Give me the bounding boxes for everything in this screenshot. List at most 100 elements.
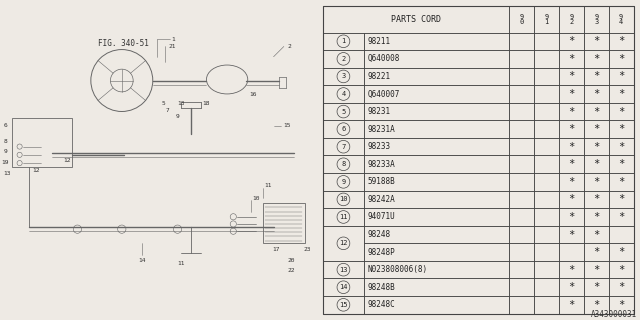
Bar bbox=[584, 156, 609, 173]
Text: 12: 12 bbox=[339, 240, 348, 246]
Bar bbox=[364, 33, 509, 50]
Text: 12: 12 bbox=[63, 157, 71, 163]
Text: Q640008: Q640008 bbox=[367, 54, 400, 63]
Text: 13: 13 bbox=[3, 171, 11, 176]
Text: Q640007: Q640007 bbox=[367, 90, 400, 99]
Bar bbox=[263, 203, 305, 243]
Text: *: * bbox=[618, 177, 624, 187]
Bar bbox=[323, 261, 364, 278]
Bar bbox=[364, 85, 509, 103]
Text: *: * bbox=[618, 124, 624, 134]
Bar bbox=[534, 278, 559, 296]
Bar bbox=[559, 296, 584, 314]
Bar bbox=[584, 261, 609, 278]
Text: 21: 21 bbox=[168, 44, 176, 49]
Text: *: * bbox=[568, 36, 575, 46]
Text: 1: 1 bbox=[172, 37, 175, 42]
Text: 5: 5 bbox=[341, 108, 346, 115]
Text: 3: 3 bbox=[341, 73, 346, 79]
Bar bbox=[509, 278, 534, 296]
Text: *: * bbox=[618, 159, 624, 169]
Text: 11: 11 bbox=[177, 261, 184, 266]
Text: 6: 6 bbox=[341, 126, 346, 132]
Bar bbox=[534, 156, 559, 173]
Text: 98233A: 98233A bbox=[367, 160, 396, 169]
Text: *: * bbox=[568, 177, 575, 187]
Text: 94071U: 94071U bbox=[367, 212, 396, 221]
Bar bbox=[509, 85, 534, 103]
Text: 5: 5 bbox=[161, 101, 165, 106]
Text: *: * bbox=[568, 229, 575, 240]
Bar bbox=[364, 208, 509, 226]
Text: *: * bbox=[618, 54, 624, 64]
Bar bbox=[584, 68, 609, 85]
Bar bbox=[509, 68, 534, 85]
Bar bbox=[534, 261, 559, 278]
Bar bbox=[609, 85, 634, 103]
Bar bbox=[323, 173, 364, 191]
Text: 11: 11 bbox=[264, 183, 272, 188]
Bar bbox=[584, 296, 609, 314]
Text: 10: 10 bbox=[339, 196, 348, 203]
Text: 8: 8 bbox=[3, 139, 7, 144]
Text: 15: 15 bbox=[284, 124, 291, 128]
Text: 2: 2 bbox=[341, 56, 346, 62]
Bar bbox=[534, 138, 559, 156]
Bar bbox=[534, 296, 559, 314]
Bar bbox=[323, 120, 364, 138]
Bar bbox=[609, 6, 634, 33]
Text: 22: 22 bbox=[287, 268, 295, 273]
Text: 98248B: 98248B bbox=[367, 283, 396, 292]
Text: 19: 19 bbox=[1, 160, 9, 164]
Bar bbox=[584, 50, 609, 68]
Bar bbox=[534, 68, 559, 85]
Text: 18: 18 bbox=[203, 101, 210, 106]
Text: *: * bbox=[593, 265, 600, 275]
Text: *: * bbox=[593, 300, 600, 310]
Bar bbox=[364, 173, 509, 191]
Bar bbox=[323, 296, 364, 314]
Text: *: * bbox=[618, 195, 624, 204]
Text: 9
4: 9 4 bbox=[619, 14, 623, 25]
Text: 98221: 98221 bbox=[367, 72, 390, 81]
Bar bbox=[609, 296, 634, 314]
Bar bbox=[609, 103, 634, 120]
Bar bbox=[364, 120, 509, 138]
Text: *: * bbox=[568, 71, 575, 81]
Text: *: * bbox=[593, 229, 600, 240]
Text: *: * bbox=[593, 282, 600, 292]
Text: 14: 14 bbox=[339, 284, 348, 290]
Text: 13: 13 bbox=[339, 267, 348, 273]
Bar bbox=[609, 68, 634, 85]
Text: *: * bbox=[593, 212, 600, 222]
Text: *: * bbox=[568, 142, 575, 152]
Bar bbox=[609, 243, 634, 261]
Text: 14: 14 bbox=[139, 258, 146, 263]
Bar bbox=[509, 208, 534, 226]
Text: 98231: 98231 bbox=[367, 107, 390, 116]
Bar bbox=[509, 103, 534, 120]
Bar bbox=[534, 120, 559, 138]
Bar bbox=[609, 156, 634, 173]
Bar bbox=[559, 261, 584, 278]
Bar bbox=[534, 243, 559, 261]
Text: 59188B: 59188B bbox=[367, 177, 396, 186]
Bar bbox=[323, 278, 364, 296]
Text: 12: 12 bbox=[33, 168, 40, 173]
Bar bbox=[609, 208, 634, 226]
Text: *: * bbox=[568, 300, 575, 310]
Text: 9
3: 9 3 bbox=[594, 14, 598, 25]
Bar bbox=[364, 296, 509, 314]
Text: PARTS CORD: PARTS CORD bbox=[391, 15, 442, 24]
Text: 9
0: 9 0 bbox=[520, 14, 524, 25]
Bar bbox=[584, 173, 609, 191]
Text: *: * bbox=[593, 107, 600, 116]
Bar bbox=[364, 191, 509, 208]
Text: *: * bbox=[618, 71, 624, 81]
Bar bbox=[509, 120, 534, 138]
Bar bbox=[534, 173, 559, 191]
Bar bbox=[559, 120, 584, 138]
Bar bbox=[534, 50, 559, 68]
Text: 8: 8 bbox=[341, 161, 346, 167]
Text: N023808006(8): N023808006(8) bbox=[367, 265, 428, 274]
